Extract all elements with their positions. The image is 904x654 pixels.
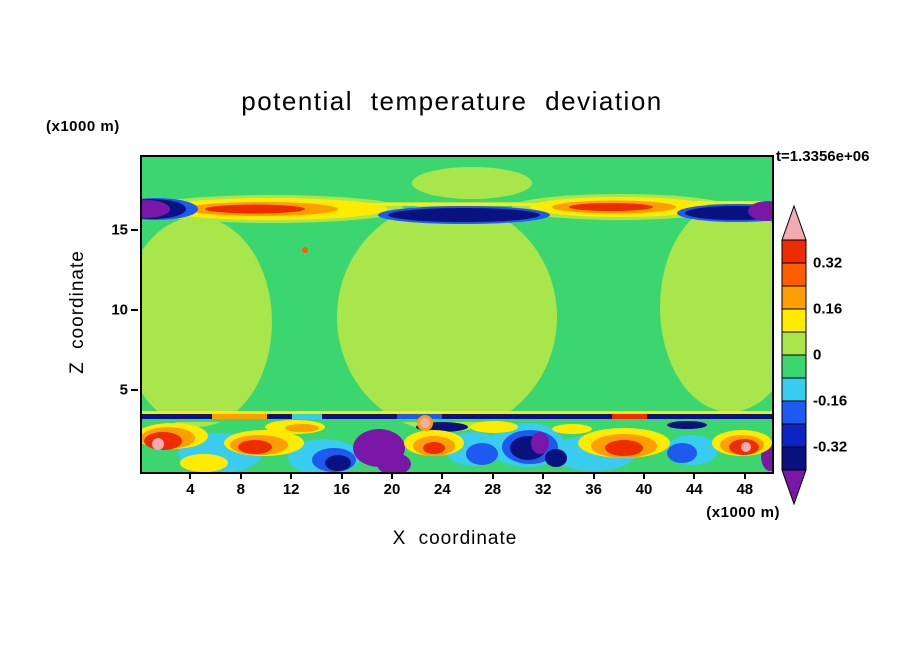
contour-region: [325, 455, 351, 471]
colorbar-band: [781, 331, 807, 356]
x-tick-mark: [441, 472, 444, 479]
contour-region: [142, 411, 772, 414]
contour-region: [367, 203, 557, 206]
contour-region: [531, 432, 549, 454]
contour-region: [142, 200, 170, 218]
x-tick-label: 32: [534, 481, 552, 498]
contour-region: [466, 443, 498, 465]
x-tick-mark: [491, 472, 494, 479]
contour-region: [397, 414, 442, 419]
x-tick-label: 8: [236, 481, 245, 498]
colorbar-band: [781, 446, 807, 471]
x-tick-label: 12: [282, 481, 300, 498]
y-tick-mark: [131, 389, 138, 392]
x-tick-label: 44: [686, 481, 703, 498]
contour-region: [377, 453, 411, 472]
colorbar-tick-label: -0.16: [813, 392, 848, 410]
y-tick-label: 5: [119, 381, 128, 399]
y-axis-units-label: (x1000 m): [46, 118, 120, 135]
colorbar-band: [781, 285, 807, 310]
colorbar-band: [781, 354, 807, 379]
chart-title: potential temperature deviation: [241, 86, 663, 116]
plot-area: [140, 155, 774, 474]
colorbar-band: [781, 239, 807, 264]
contour-region: [420, 418, 430, 428]
contour-region: [152, 438, 164, 450]
contour-region: [292, 414, 322, 419]
x-axis-units-label: (x1000 m): [706, 504, 780, 521]
contour-region: [423, 442, 445, 454]
contour-region: [212, 414, 267, 419]
x-tick-mark: [542, 472, 545, 479]
contour-region: [285, 424, 319, 432]
x-tick-mark: [239, 472, 242, 479]
x-tick-mark: [743, 472, 746, 479]
y-tick-label: 15: [111, 221, 128, 239]
contour-region: [569, 203, 653, 211]
contour-region: [605, 440, 643, 456]
y-tick-label: 10: [111, 301, 128, 319]
x-tick-mark: [643, 472, 645, 479]
time-annotation: t=1.3356e+06: [776, 148, 870, 165]
contour-region: [667, 421, 707, 429]
x-tick-label: 4: [186, 481, 195, 498]
contour-region: [142, 217, 272, 427]
colorbar-under-arrow: [781, 469, 807, 506]
contour-region: [238, 440, 272, 454]
colorbar-tick-label: -0.32: [813, 438, 848, 456]
colorbar-svg: [781, 204, 807, 506]
colorbar-band: [781, 308, 807, 333]
contour-region: [660, 202, 772, 412]
contour-region: [388, 208, 540, 222]
contour-region: [412, 167, 532, 199]
contour-region: [741, 442, 751, 452]
x-tick-label: 28: [484, 481, 502, 498]
contour-region: [142, 419, 772, 422]
colorbar: [781, 204, 807, 506]
colorbar-over-arrow: [781, 204, 807, 241]
x-tick-mark: [290, 472, 293, 479]
contour-region: [697, 201, 772, 204]
contour-region: [545, 449, 567, 467]
contour-region: [470, 421, 518, 433]
contour-region: [552, 424, 592, 434]
colorbar-tick-label: 0.32: [813, 254, 843, 272]
x-tick-mark: [340, 472, 343, 479]
x-tick-mark: [189, 472, 192, 479]
x-tick-label: 24: [434, 481, 451, 498]
contour-region: [667, 443, 697, 463]
contour-region: [302, 247, 308, 253]
x-tick-label: 20: [383, 481, 401, 498]
contour-region: [337, 202, 557, 432]
colorbar-band: [781, 377, 807, 402]
x-tick-label: 36: [585, 481, 602, 498]
contour-region: [205, 204, 305, 214]
colorbar-band: [781, 262, 807, 287]
colorbar-tick-label: 0.16: [813, 300, 843, 318]
y-axis-label: Z coordinate: [67, 250, 88, 374]
x-tick-label: 16: [333, 481, 350, 498]
colorbar-band: [781, 423, 807, 448]
x-tick-mark: [693, 472, 696, 479]
y-tick-mark: [131, 309, 138, 312]
contour-field: [142, 157, 772, 472]
colorbar-tick-label: 0: [813, 346, 822, 364]
colorbar-band: [781, 400, 807, 425]
contour-region: [612, 414, 647, 419]
contour-region: [180, 454, 228, 472]
x-tick-mark: [391, 472, 393, 479]
x-tick-mark: [592, 472, 595, 479]
contour-region: [142, 414, 772, 419]
x-axis-label: X coordinate: [392, 528, 518, 549]
y-tick-mark: [131, 229, 138, 232]
contour-region: [748, 201, 772, 221]
x-tick-label: 40: [635, 481, 653, 498]
x-tick-label: 48: [736, 481, 754, 498]
